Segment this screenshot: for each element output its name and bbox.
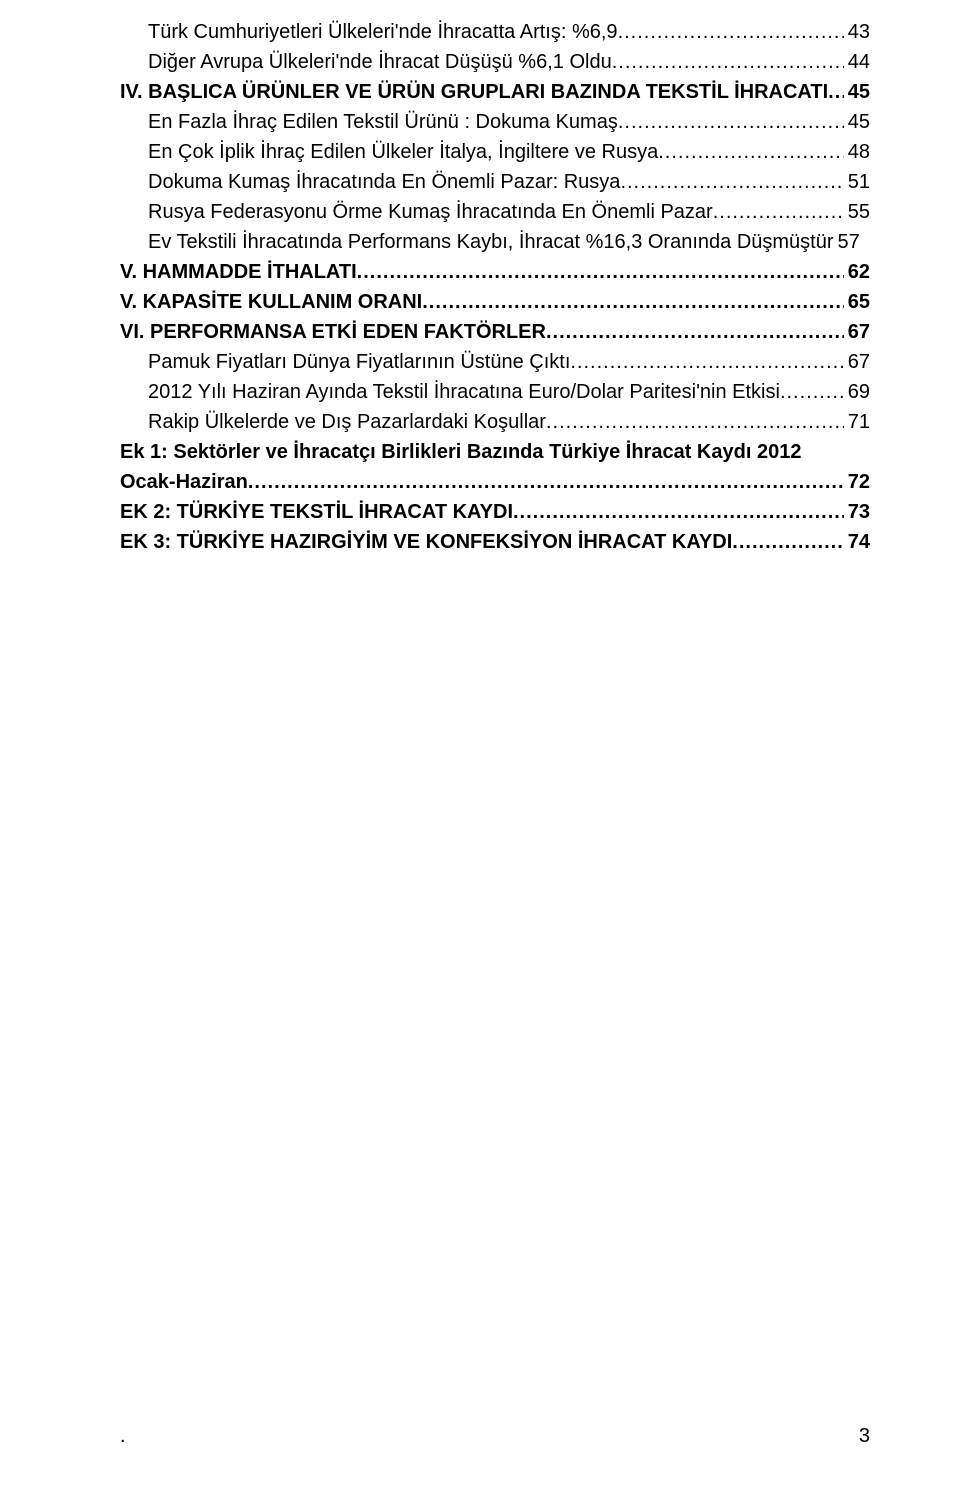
toc-entry-label: VI. PERFORMANSA ETKİ EDEN FAKTÖRLER (120, 318, 546, 347)
toc-entry-page: 44 (844, 48, 870, 77)
toc-entry: VI. PERFORMANSA ETKİ EDEN FAKTÖRLER 67 (120, 318, 870, 347)
toc-entry: Rakip Ülkelerde ve Dış Pazarlardaki Koşu… (120, 408, 870, 437)
toc-dot-leader (546, 408, 844, 437)
toc-entry: En Fazla İhraç Edilen Tekstil Ürünü : Do… (120, 108, 870, 137)
toc-entry-page: 65 (844, 288, 870, 317)
toc-entry-label: IV. BAŞLICA ÜRÜNLER VE ÜRÜN GRUPLARI BAZ… (120, 78, 828, 107)
toc-dot-leader (780, 378, 844, 407)
toc-entry-wrap: Ek 1: Sektörler ve İhracatçı Birlikleri … (120, 438, 870, 467)
toc-entry: Dokuma Kumaş İhracatında En Önemli Pazar… (120, 168, 870, 197)
toc-entry: IV. BAŞLICA ÜRÜNLER VE ÜRÜN GRUPLARI BAZ… (120, 78, 870, 107)
toc-entry-page: 45 (844, 108, 870, 137)
toc-dot-leader (658, 138, 844, 167)
toc-dot-leader (546, 318, 844, 347)
toc-dot-leader (618, 18, 844, 47)
toc-dot-leader (357, 258, 844, 287)
toc-dot-leader (618, 108, 844, 137)
toc-entry: Diğer Avrupa Ülkeleri'nde İhracat Düşüşü… (120, 48, 870, 77)
toc-entry-page: 51 (844, 168, 870, 197)
toc-entry: Pamuk Fiyatları Dünya Fiyatlarının Üstün… (120, 348, 870, 377)
toc-entry: EK 3: TÜRKİYE HAZIRGİYİM VE KONFEKSİYON … (120, 528, 870, 557)
toc-entry-page: 69 (844, 378, 870, 407)
document-page: Türk Cumhuriyetleri Ülkeleri'nde İhracat… (0, 0, 960, 1510)
toc-entry: Türk Cumhuriyetleri Ülkeleri'nde İhracat… (120, 18, 870, 47)
toc-dot-leader (732, 528, 843, 557)
toc-entry-page: 72 (844, 468, 870, 497)
toc-entry: EK 2: TÜRKİYE TEKSTİL İHRACAT KAYDI 73 (120, 498, 870, 527)
toc-entry-page: 67 (844, 318, 870, 347)
toc-entry-page: 71 (844, 408, 870, 437)
toc-entry-label: Pamuk Fiyatları Dünya Fiyatlarının Üstün… (148, 348, 570, 377)
page-number: 3 (859, 1425, 870, 1448)
toc-entry-label: Diğer Avrupa Ülkeleri'nde İhracat Düşüşü… (148, 48, 612, 77)
toc-entry-page: 45 (844, 78, 870, 107)
toc-entry-label: V. HAMMADDE İTHALATI (120, 258, 357, 287)
toc-entry-label: Dokuma Kumaş İhracatında En Önemli Pazar… (148, 168, 620, 197)
toc-dot-leader (620, 168, 843, 197)
toc-dot-leader (713, 198, 844, 227)
toc-entry-label: En Fazla İhraç Edilen Tekstil Ürünü : Do… (148, 108, 618, 137)
toc-entry-label: Türk Cumhuriyetleri Ülkeleri'nde İhracat… (148, 18, 618, 47)
toc-entry-page: 74 (844, 528, 870, 557)
toc-dot-leader (248, 468, 844, 497)
toc-entry-page: 73 (844, 498, 870, 527)
toc-entry-label: V. KAPASİTE KULLANIM ORANI (120, 288, 422, 317)
toc-entry-page: 57 (834, 228, 860, 257)
toc-dot-leader (828, 78, 844, 107)
toc-entry-label: EK 2: TÜRKİYE TEKSTİL İHRACAT KAYDI (120, 498, 513, 527)
toc-entry-page: 43 (844, 18, 870, 47)
toc-entry-label: En Çok İplik İhraç Edilen Ülkeler İtalya… (148, 138, 658, 167)
toc-entry: Ocak-Haziran 72 (120, 468, 870, 497)
toc-entry: 2012 Yılı Haziran Ayında Tekstil İhracat… (120, 378, 870, 407)
toc-dot-leader (570, 348, 843, 377)
toc-dot-leader (422, 288, 844, 317)
toc-entry: Ev Tekstili İhracatında Performans Kaybı… (120, 228, 870, 257)
toc-entry-page: 62 (844, 258, 870, 287)
toc-entry-label: 2012 Yılı Haziran Ayında Tekstil İhracat… (148, 378, 780, 407)
toc-entry-label: Rusya Federasyonu Örme Kumaş İhracatında… (148, 198, 713, 227)
toc-entry: V. HAMMADDE İTHALATI 62 (120, 258, 870, 287)
toc-dot-leader (513, 498, 844, 527)
toc-entry-page: 67 (844, 348, 870, 377)
page-footer-dot: . (120, 1425, 126, 1448)
toc-entry-page: 48 (844, 138, 870, 167)
table-of-contents: Türk Cumhuriyetleri Ülkeleri'nde İhracat… (120, 18, 870, 557)
toc-entry: Rusya Federasyonu Örme Kumaş İhracatında… (120, 198, 870, 227)
toc-entry-label: Ocak-Haziran (120, 468, 248, 497)
toc-entry: En Çok İplik İhraç Edilen Ülkeler İtalya… (120, 138, 870, 167)
toc-entry-label: Rakip Ülkelerde ve Dış Pazarlardaki Koşu… (148, 408, 546, 437)
toc-entry-label: Ev Tekstili İhracatında Performans Kaybı… (148, 228, 834, 257)
toc-entry-page: 55 (844, 198, 870, 227)
toc-dot-leader (612, 48, 844, 77)
toc-entry-label: EK 3: TÜRKİYE HAZIRGİYİM VE KONFEKSİYON … (120, 528, 732, 557)
toc-entry: V. KAPASİTE KULLANIM ORANI 65 (120, 288, 870, 317)
